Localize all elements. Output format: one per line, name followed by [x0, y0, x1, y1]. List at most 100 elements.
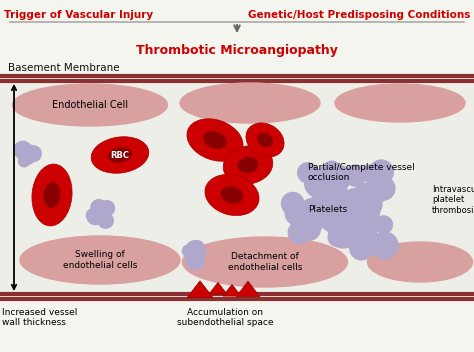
Circle shape: [305, 214, 323, 232]
Ellipse shape: [32, 164, 72, 226]
Circle shape: [182, 245, 194, 257]
Ellipse shape: [187, 119, 243, 161]
Text: Increased vessel
wall thickness: Increased vessel wall thickness: [2, 308, 77, 327]
Circle shape: [354, 183, 378, 207]
Circle shape: [329, 220, 357, 248]
Circle shape: [20, 143, 32, 155]
Circle shape: [288, 221, 310, 244]
Circle shape: [308, 196, 329, 217]
Circle shape: [18, 155, 30, 167]
Circle shape: [312, 208, 331, 227]
Circle shape: [190, 244, 206, 260]
Circle shape: [314, 185, 333, 203]
Polygon shape: [187, 281, 213, 298]
Circle shape: [352, 228, 371, 247]
Ellipse shape: [182, 237, 347, 287]
Circle shape: [344, 223, 367, 246]
Polygon shape: [209, 282, 227, 294]
Circle shape: [186, 251, 204, 270]
Ellipse shape: [223, 146, 273, 184]
Circle shape: [98, 213, 113, 228]
Circle shape: [285, 201, 310, 225]
Circle shape: [347, 189, 375, 217]
Polygon shape: [236, 281, 260, 297]
Circle shape: [309, 194, 335, 220]
Circle shape: [88, 209, 103, 225]
Circle shape: [365, 181, 387, 203]
Circle shape: [345, 165, 366, 186]
Circle shape: [359, 218, 378, 237]
Circle shape: [189, 251, 203, 265]
Ellipse shape: [205, 174, 259, 215]
Circle shape: [22, 145, 39, 162]
Circle shape: [321, 209, 345, 232]
Circle shape: [26, 146, 41, 162]
Circle shape: [328, 170, 349, 191]
Text: Basement Membrane: Basement Membrane: [8, 63, 119, 73]
Circle shape: [361, 165, 378, 182]
Ellipse shape: [91, 137, 149, 173]
Ellipse shape: [246, 123, 284, 157]
Circle shape: [304, 207, 323, 225]
Ellipse shape: [367, 242, 473, 282]
Bar: [0, 81, 474, 294]
Ellipse shape: [44, 182, 61, 208]
Circle shape: [319, 165, 339, 186]
Circle shape: [301, 199, 322, 220]
Circle shape: [282, 193, 304, 215]
Circle shape: [17, 145, 31, 160]
Circle shape: [350, 237, 373, 260]
Circle shape: [323, 161, 341, 179]
Circle shape: [86, 209, 99, 221]
Circle shape: [347, 199, 373, 225]
Circle shape: [368, 169, 391, 192]
Text: Endothelial Cell: Endothelial Cell: [52, 100, 128, 110]
Circle shape: [375, 216, 392, 233]
Circle shape: [353, 212, 375, 235]
Circle shape: [357, 201, 380, 223]
Circle shape: [189, 240, 204, 256]
Circle shape: [358, 192, 382, 216]
Circle shape: [319, 193, 345, 219]
Circle shape: [327, 211, 353, 238]
Text: Swelling of
endothelial cells: Swelling of endothelial cells: [63, 250, 137, 270]
Circle shape: [92, 207, 106, 221]
Circle shape: [349, 223, 375, 249]
Text: Genetic/Host Predisposing Conditions: Genetic/Host Predisposing Conditions: [247, 10, 470, 20]
Ellipse shape: [257, 133, 273, 147]
Circle shape: [368, 176, 391, 198]
Circle shape: [91, 200, 107, 215]
Circle shape: [23, 153, 34, 164]
Text: Detachment of
endothelial cells: Detachment of endothelial cells: [228, 252, 302, 272]
Circle shape: [358, 230, 376, 247]
Text: RBC: RBC: [110, 151, 129, 159]
Ellipse shape: [180, 83, 320, 123]
Circle shape: [186, 241, 201, 256]
Circle shape: [362, 236, 381, 254]
Text: Accumulation on
subendothelial space: Accumulation on subendothelial space: [177, 308, 273, 327]
Circle shape: [299, 218, 320, 240]
Ellipse shape: [12, 84, 167, 126]
Circle shape: [100, 201, 115, 216]
Ellipse shape: [108, 147, 132, 163]
Circle shape: [354, 228, 379, 253]
Text: Partial/Complete vessel
occlusion: Partial/Complete vessel occlusion: [308, 163, 415, 182]
Circle shape: [305, 170, 332, 197]
Ellipse shape: [335, 84, 465, 122]
Circle shape: [368, 175, 390, 197]
Text: Platelets: Platelets: [308, 206, 347, 214]
Circle shape: [344, 188, 366, 211]
Text: Intravascular
platelet
thrombosis: Intravascular platelet thrombosis: [432, 185, 474, 215]
Circle shape: [371, 232, 398, 259]
Ellipse shape: [220, 186, 243, 204]
Circle shape: [372, 177, 395, 200]
Polygon shape: [223, 284, 241, 296]
Circle shape: [14, 142, 32, 159]
Circle shape: [298, 163, 318, 183]
Circle shape: [87, 210, 101, 224]
Circle shape: [318, 166, 336, 184]
Ellipse shape: [237, 157, 258, 173]
Ellipse shape: [203, 131, 227, 149]
Circle shape: [324, 186, 351, 213]
Ellipse shape: [20, 236, 180, 284]
